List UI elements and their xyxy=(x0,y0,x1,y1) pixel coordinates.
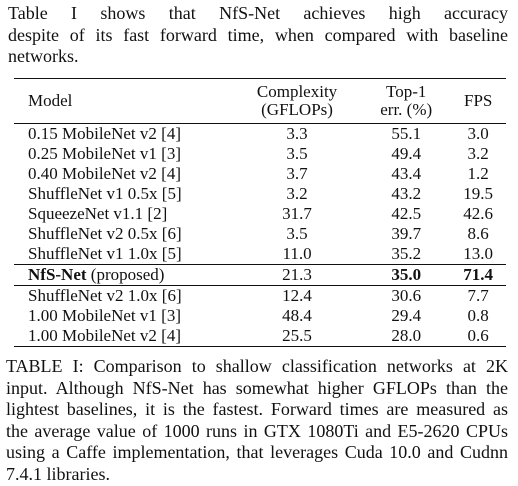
cell-complexity: 21.3 xyxy=(282,265,312,284)
cell-top1: 29.4 xyxy=(391,306,422,325)
cell-top1: 43.4 xyxy=(391,164,422,183)
cell-model: 0.40 MobileNet v2 [4] xyxy=(28,164,181,183)
cell-top1: 35.2 xyxy=(391,244,422,263)
intro-line: despite of its fast forward time, when c… xyxy=(8,24,508,45)
cell-top1: 42.5 xyxy=(391,204,422,223)
caption-line: input. Although NfS-Net has somewhat hig… xyxy=(6,377,508,398)
cell-complexity: 3.5 xyxy=(286,144,308,163)
cell-top1: 28.0 xyxy=(391,326,422,345)
caption-line: lightest baselines, it is the fastest. F… xyxy=(6,399,508,419)
table-row-proposed: NfS-Net (proposed) 21.3 35.0 71.4 xyxy=(14,264,506,286)
intro-line: networks. xyxy=(8,46,79,66)
table-row: ShuffleNet v1 0.5x [5] 3.2 43.2 19.5 xyxy=(14,184,506,204)
cell-model: 1.00 MobileNet v2 [4] xyxy=(28,326,181,345)
header-top1-line1: Top-1 xyxy=(386,82,427,101)
cell-model: SqueezeNet v1.1 [2] xyxy=(28,204,168,223)
cell-complexity: 12.4 xyxy=(282,286,312,305)
intro-line: Table I shows that NfS-Net achieves high… xyxy=(8,3,508,23)
caption-line: the average value of 1000 runs in GTX 10… xyxy=(6,420,508,441)
header-complexity: Complexity (GFLOPs) xyxy=(232,79,362,124)
cell-complexity: 25.5 xyxy=(282,326,312,345)
cell-fps: 1.2 xyxy=(467,164,489,183)
cell-fps: 19.5 xyxy=(463,184,494,203)
cell-fps: 8.6 xyxy=(467,224,489,243)
cell-model: NfS-Net (proposed) xyxy=(14,265,232,286)
caption-line: TABLE I: Comparison to shallow classific… xyxy=(6,356,508,376)
cell-top1: 49.4 xyxy=(391,144,422,163)
cell-model: 0.25 MobileNet v1 [3] xyxy=(28,144,181,163)
table-row: ShuffleNet v2 0.5x [6] 3.5 39.7 8.6 xyxy=(14,224,506,244)
intro-paragraph: Table I shows that NfS-Net achieves high… xyxy=(8,3,508,68)
cell-model: ShuffleNet v2 0.5x [6] xyxy=(28,224,182,243)
cell-complexity: 3.3 xyxy=(286,124,308,143)
table-row: 0.15 MobileNet v2 [4] 3.3 55.1 3.0 xyxy=(14,124,506,145)
cell-complexity: 11.0 xyxy=(282,244,312,263)
proposed-model-suffix: (proposed) xyxy=(86,265,165,284)
table-row: ShuffleNet v1 1.0x [5] 11.0 35.2 13.0 xyxy=(14,244,506,265)
header-complexity-line2: (GFLOPs) xyxy=(261,100,333,119)
cell-fps: 71.4 xyxy=(463,265,494,284)
table-row: SqueezeNet v1.1 [2] 31.7 42.5 42.6 xyxy=(14,204,506,224)
caption-line: using a Caffe implementation, that lever… xyxy=(6,442,508,462)
cell-model: 0.15 MobileNet v2 [4] xyxy=(28,124,181,143)
cell-top1: 35.0 xyxy=(391,265,422,284)
table-row: ShuffleNet v2 1.0x [6] 12.4 30.6 7.7 xyxy=(14,286,506,307)
caption-line: 7.4.1 libraries. xyxy=(6,463,110,484)
cell-complexity: 48.4 xyxy=(282,306,312,325)
header-top1: Top-1 err. (%) xyxy=(362,79,450,124)
cell-top1: 39.7 xyxy=(391,224,422,243)
cell-complexity: 3.2 xyxy=(286,184,308,203)
cell-complexity: 31.7 xyxy=(282,204,312,223)
comparison-table: Model Complexity (GFLOPs) Top-1 err. (%)… xyxy=(14,78,506,347)
cell-fps: 0.8 xyxy=(467,306,489,325)
cell-top1: 30.6 xyxy=(391,286,422,305)
cell-model: ShuffleNet v1 0.5x [5] xyxy=(28,184,182,203)
table-row: 0.40 MobileNet v2 [4] 3.7 43.4 1.2 xyxy=(14,164,506,184)
cell-fps: 13.0 xyxy=(463,244,494,263)
header-model: Model xyxy=(28,91,73,110)
header-complexity-line1: Complexity xyxy=(256,82,338,101)
cell-fps: 0.6 xyxy=(467,326,489,345)
header-top1-line2: err. (%) xyxy=(380,100,433,119)
cell-model: ShuffleNet v1 1.0x [5] xyxy=(28,244,182,263)
cell-model: ShuffleNet v2 1.0x [6] xyxy=(28,286,182,305)
cell-complexity: 3.5 xyxy=(286,224,308,243)
cell-top1: 55.1 xyxy=(391,124,422,143)
table-header-row: Model Complexity (GFLOPs) Top-1 err. (%)… xyxy=(14,78,506,124)
cell-fps: 3.0 xyxy=(467,124,489,143)
cell-top1: 43.2 xyxy=(391,184,422,203)
header-fps: FPS xyxy=(463,91,493,110)
table-caption: TABLE I: Comparison to shallow classific… xyxy=(6,356,508,485)
cell-fps: 42.6 xyxy=(463,204,494,223)
cell-complexity: 3.7 xyxy=(286,164,308,183)
cell-model: 1.00 MobileNet v1 [3] xyxy=(28,306,181,325)
cell-fps: 7.7 xyxy=(467,286,489,305)
table-row: 0.25 MobileNet v1 [3] 3.5 49.4 3.2 xyxy=(14,144,506,164)
proposed-model-name: NfS-Net xyxy=(28,265,87,284)
table-row: 1.00 MobileNet v1 [3] 48.4 29.4 0.8 xyxy=(14,306,506,326)
table-row: 1.00 MobileNet v2 [4] 25.5 28.0 0.6 xyxy=(14,326,506,347)
cell-fps: 3.2 xyxy=(467,144,489,163)
